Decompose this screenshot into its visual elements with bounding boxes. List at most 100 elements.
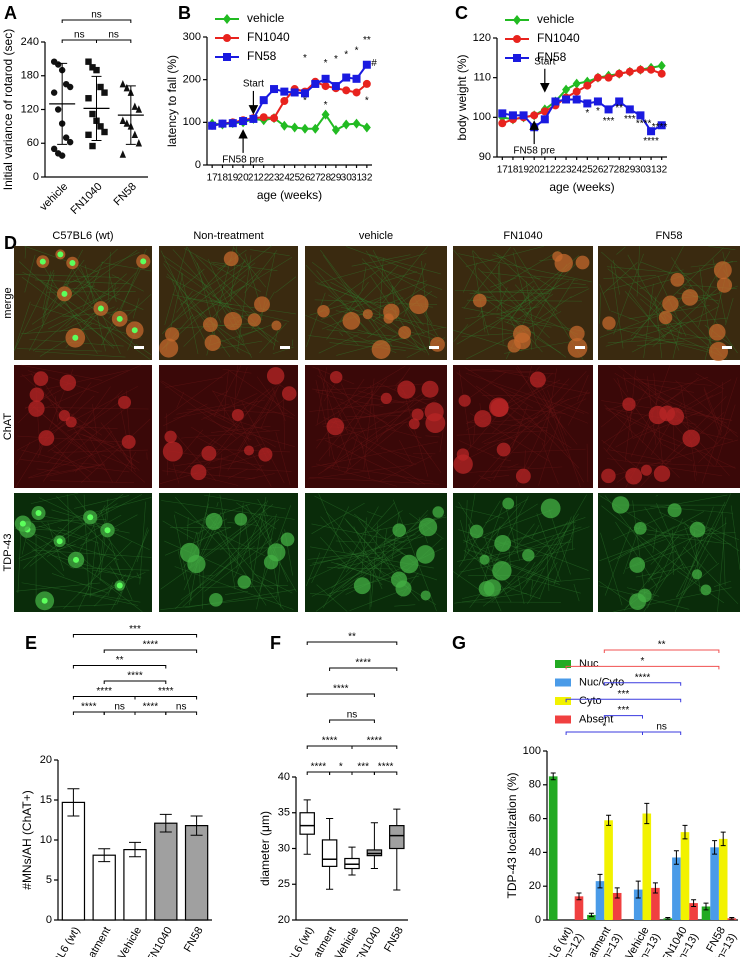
nucleus [116, 315, 123, 322]
x-tick-label-group: FN1040 [69, 181, 105, 217]
sig-label: **** [322, 736, 338, 747]
marker [615, 69, 624, 78]
marker [270, 85, 279, 94]
marker [593, 73, 602, 82]
marker [321, 82, 330, 91]
fiber [48, 440, 91, 481]
sig-bracket [72, 634, 198, 638]
fiber [160, 519, 258, 590]
fiber [403, 389, 429, 477]
fiber [184, 589, 296, 609]
cell-body [708, 341, 729, 362]
fiber [308, 464, 414, 480]
sig-label: * [355, 45, 359, 56]
cell-body [494, 535, 512, 552]
fiber [30, 492, 79, 504]
marker [362, 79, 371, 88]
error-bar [91, 75, 102, 141]
marker [352, 118, 361, 129]
fiber [224, 590, 249, 595]
fiber [320, 252, 427, 283]
marker [572, 78, 581, 89]
marker [540, 107, 549, 116]
fiber [456, 430, 548, 436]
fiber [24, 406, 149, 410]
fiber [107, 426, 136, 473]
fiber [325, 311, 359, 346]
cell-body [223, 312, 242, 331]
sig-bracket [603, 682, 682, 686]
fiber [631, 306, 720, 353]
y-tick-label: 100 [523, 745, 541, 757]
fiber [178, 437, 216, 477]
fiber [309, 398, 435, 412]
fiber [223, 370, 229, 420]
fiber [311, 502, 365, 535]
fiber [67, 440, 85, 452]
x-tick-label: 22 [550, 165, 562, 176]
fiber [533, 275, 578, 281]
y-tick-label: 120 [473, 32, 491, 44]
marker [321, 109, 330, 120]
x-tick-label-group: Vehicle [116, 925, 144, 957]
fiber [539, 259, 555, 261]
fiber [650, 505, 733, 514]
fiber [115, 451, 137, 483]
fiber [527, 562, 558, 604]
fiber [16, 348, 102, 352]
fiber [457, 541, 572, 562]
fiber [18, 261, 115, 349]
panel-letter: C [455, 3, 468, 23]
fiber [32, 364, 142, 415]
cell-body [201, 445, 217, 461]
fiber [455, 506, 504, 519]
fiber [23, 517, 75, 569]
marker [362, 60, 371, 69]
fiber [394, 604, 416, 607]
fiber [483, 436, 518, 444]
box [389, 825, 405, 850]
fiber [45, 369, 129, 390]
fiber [373, 510, 403, 531]
cell-body [326, 417, 345, 436]
fiber [337, 409, 349, 434]
sig-label: # [371, 58, 377, 69]
fiber [616, 411, 736, 469]
fiber [630, 247, 724, 337]
row-label: ChAT [2, 413, 14, 441]
fiber [464, 367, 534, 409]
cell-body [416, 545, 435, 564]
fiber [310, 593, 332, 596]
fiber [318, 493, 345, 554]
fiber [675, 501, 726, 598]
cell-body [667, 503, 682, 518]
fiber [717, 517, 727, 612]
fiber [46, 604, 117, 608]
fiber [202, 575, 214, 577]
fiber [467, 535, 502, 612]
fiber [632, 410, 703, 439]
y-tick-label: 20 [278, 914, 290, 926]
fiber [469, 286, 588, 294]
x-tick-label-group: FN58 [182, 925, 206, 954]
cell-body [234, 513, 248, 526]
fiber [517, 575, 525, 604]
sig-bracket [373, 771, 398, 775]
fiber [212, 262, 256, 298]
fiber [606, 388, 648, 452]
fiber [106, 293, 152, 335]
fiber [319, 536, 347, 566]
fiber [326, 329, 397, 337]
fiber [101, 454, 137, 470]
fiber [17, 435, 127, 443]
fiber [536, 513, 561, 582]
error-bar [129, 841, 141, 858]
fiber [361, 266, 367, 292]
annotation: Start [534, 56, 555, 67]
column-label: vehicle [359, 230, 393, 242]
fiber [481, 271, 541, 280]
fiber [291, 339, 294, 346]
fiber [196, 503, 251, 523]
sig-bracket [103, 649, 198, 653]
fiber [21, 364, 103, 381]
